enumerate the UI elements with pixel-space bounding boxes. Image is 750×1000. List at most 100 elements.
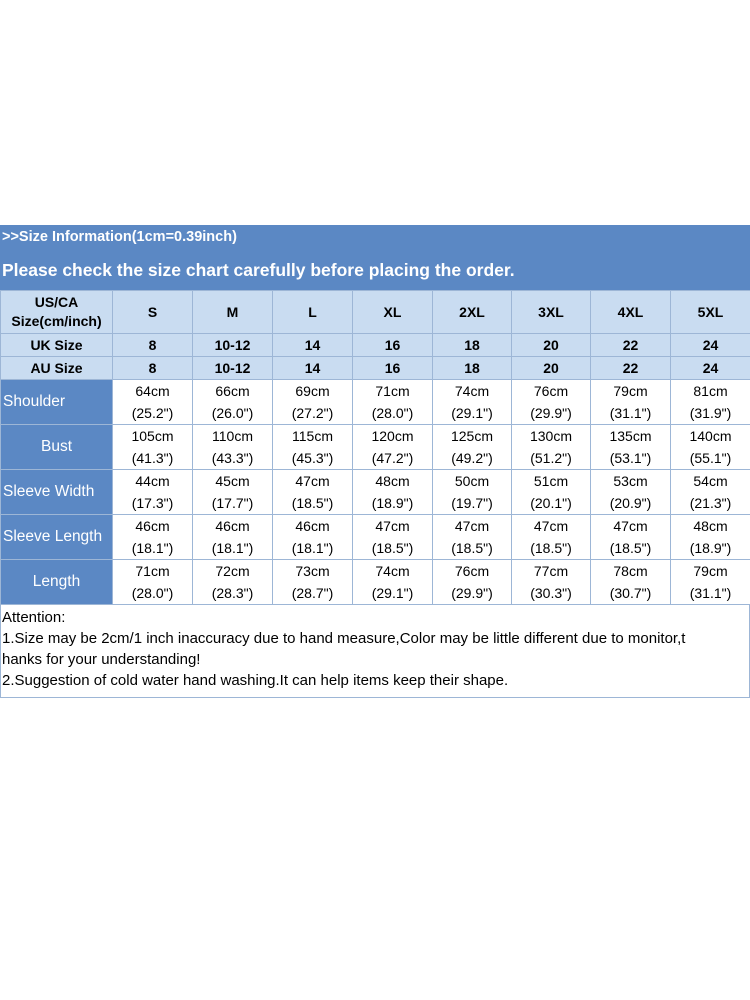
inch-value: (18.5") bbox=[530, 540, 572, 556]
inch-value: (31.9") bbox=[689, 405, 732, 421]
inch-value: (18.1") bbox=[291, 540, 334, 556]
cm-value: 66cm bbox=[215, 383, 250, 399]
measurement-cell: 48cm (18.9") bbox=[352, 469, 433, 515]
inch-value: (18.9") bbox=[689, 540, 732, 556]
measurement-cell: 140cm (55.1") bbox=[670, 424, 750, 470]
au-size-cell: 18 bbox=[432, 356, 512, 380]
au-size-cell: 14 bbox=[272, 356, 353, 380]
measurement-cell: 47cm (18.5") bbox=[511, 514, 591, 560]
size-chart-notice: Please check the size chart carefully be… bbox=[0, 250, 750, 290]
cm-value: 54cm bbox=[693, 473, 728, 489]
measurement-cell: 115cm (45.3") bbox=[272, 424, 353, 470]
cm-value: 76cm bbox=[454, 563, 490, 579]
note-line-2: 2.Suggestion of cold water hand washing.… bbox=[2, 672, 509, 689]
inch-value: (17.3") bbox=[131, 495, 174, 511]
cm-value: 47cm bbox=[375, 518, 410, 534]
measurement-cell: 76cm (29.9") bbox=[511, 379, 591, 425]
inch-value: (18.1") bbox=[211, 540, 254, 556]
measurement-cell: 47cm (18.5") bbox=[272, 469, 353, 515]
uk-size-cell: 20 bbox=[511, 333, 591, 357]
au-size-cell: 10-12 bbox=[192, 356, 273, 380]
inch-value: (28.0") bbox=[371, 405, 414, 421]
measurement-cell: 64cm (25.2") bbox=[112, 379, 193, 425]
inch-value: (49.2") bbox=[451, 450, 493, 466]
inch-value: (20.1") bbox=[530, 495, 572, 511]
measurement-cell: 79cm (31.1") bbox=[590, 379, 671, 425]
corner-cell: US/CA Size(cm/inch) bbox=[0, 290, 113, 334]
measurement-cell: 46cm (18.1") bbox=[192, 514, 273, 560]
measurement-row: Bust 105cm (41.3") 110cm (43.3") 115cm (45.3")… bbox=[0, 424, 750, 470]
cm-value: 44cm bbox=[135, 473, 170, 489]
measurement-cell: 69cm (27.2") bbox=[272, 379, 353, 425]
size-header-row: US/CA Size(cm/inch) S M L XL 2XL 3XL 4XL 5XL bbox=[0, 290, 750, 334]
au-size-cell: 24 bbox=[670, 356, 750, 380]
cm-value: 73cm bbox=[295, 563, 330, 579]
measurement-cell: 47cm (18.5") bbox=[432, 514, 512, 560]
measurement-cell: 110cm (43.3") bbox=[192, 424, 273, 470]
measurement-cell: 135cm (53.1") bbox=[590, 424, 671, 470]
cm-value: 77cm bbox=[533, 563, 569, 579]
measurement-cell: 77cm (30.3") bbox=[511, 559, 591, 605]
inch-value: (18.5") bbox=[291, 495, 334, 511]
measurement-cell: 125cm (49.2") bbox=[432, 424, 512, 470]
inch-value: (55.1") bbox=[689, 450, 732, 466]
inch-value: (45.3") bbox=[291, 450, 334, 466]
measurement-cell: 66cm (26.0") bbox=[192, 379, 273, 425]
inch-value: (41.3") bbox=[131, 450, 174, 466]
au-size-label: AU Size bbox=[0, 356, 113, 380]
uk-size-cell: 10-12 bbox=[192, 333, 273, 357]
cm-value: 81cm bbox=[693, 383, 728, 399]
cm-value: 48cm bbox=[693, 518, 728, 534]
measurement-row: Shoulder 64cm (25.2") 66cm (26.0") 69cm (27.2"… bbox=[0, 379, 750, 425]
cm-value: 45cm bbox=[215, 473, 250, 489]
measurement-cell: 50cm (19.7") bbox=[432, 469, 512, 515]
inch-value: (43.3") bbox=[211, 450, 254, 466]
measurement-row: Sleeve Width 44cm (17.3") 45cm (17.7") 47cm (1… bbox=[0, 469, 750, 515]
uk-size-row: UK Size 8 10-12 14 16 18 20 22 24 bbox=[0, 333, 750, 357]
cm-value: 46cm bbox=[215, 518, 250, 534]
cm-value: 120cm bbox=[371, 428, 414, 444]
inch-value: (18.1") bbox=[131, 540, 174, 556]
cm-value: 76cm bbox=[533, 383, 569, 399]
size-header-cell: S bbox=[112, 290, 193, 334]
uk-size-cell: 14 bbox=[272, 333, 353, 357]
inch-value: (20.9") bbox=[609, 495, 652, 511]
measurement-cell: 47cm (18.5") bbox=[590, 514, 671, 560]
cm-value: 47cm bbox=[454, 518, 490, 534]
cm-value: 71cm bbox=[375, 383, 410, 399]
inch-value: (53.1") bbox=[609, 450, 652, 466]
cm-value: 69cm bbox=[295, 383, 330, 399]
size-header-cell: XL bbox=[352, 290, 433, 334]
measurement-cell: 105cm (41.3") bbox=[112, 424, 193, 470]
corner-line-2: Size(cm/inch) bbox=[11, 313, 102, 329]
cm-value: 72cm bbox=[215, 563, 250, 579]
inch-value: (19.7") bbox=[451, 495, 493, 511]
inch-value: (31.1") bbox=[689, 585, 732, 601]
inch-value: (31.1") bbox=[609, 405, 652, 421]
cm-value: 105cm bbox=[131, 428, 174, 444]
cm-value: 64cm bbox=[135, 383, 170, 399]
inch-value: (25.2") bbox=[131, 405, 174, 421]
inch-value: (17.7") bbox=[211, 495, 254, 511]
cm-value: 50cm bbox=[454, 473, 490, 489]
uk-size-cell: 8 bbox=[112, 333, 193, 357]
measurement-cell: 81cm (31.9") bbox=[670, 379, 750, 425]
inch-value: (18.9") bbox=[371, 495, 414, 511]
cm-value: 115cm bbox=[292, 428, 333, 444]
cm-value: 79cm bbox=[693, 563, 728, 579]
measurement-label: Sleeve Length bbox=[0, 514, 113, 560]
attention-notes: Attention: 1.Size may be 2cm/1 inch inac… bbox=[0, 605, 750, 698]
measurement-cell: 76cm (29.9") bbox=[432, 559, 512, 605]
size-header-cell: 4XL bbox=[590, 290, 671, 334]
measurement-label: Length bbox=[0, 559, 113, 605]
measurement-cell: 54cm (21.3") bbox=[670, 469, 750, 515]
au-size-cell: 8 bbox=[112, 356, 193, 380]
measurement-cell: 120cm (47.2") bbox=[352, 424, 433, 470]
inch-value: (29.1") bbox=[451, 405, 493, 421]
measurement-row: Sleeve Length 46cm (18.1") 46cm (18.1") 46cm (… bbox=[0, 514, 750, 560]
inch-value: (18.5") bbox=[609, 540, 652, 556]
attention-title: Attention: bbox=[2, 609, 66, 626]
uk-size-cell: 24 bbox=[670, 333, 750, 357]
size-header-cell: L bbox=[272, 290, 353, 334]
measurement-cell: 73cm (28.7") bbox=[272, 559, 353, 605]
